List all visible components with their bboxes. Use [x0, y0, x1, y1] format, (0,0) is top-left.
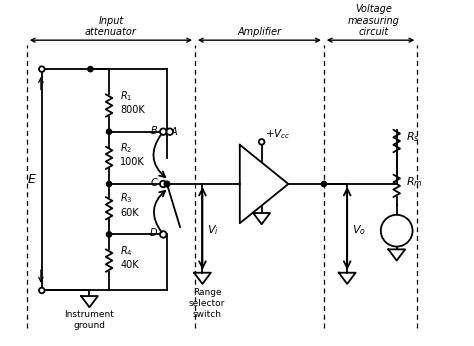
Text: B: B — [151, 126, 157, 136]
Text: $R_s$: $R_s$ — [406, 130, 419, 144]
Text: $V_i$: $V_i$ — [207, 223, 219, 237]
Text: $R_4$
40K: $R_4$ 40K — [120, 244, 139, 270]
Circle shape — [321, 181, 327, 186]
Text: $V_o$: $V_o$ — [352, 223, 366, 237]
Circle shape — [160, 181, 166, 187]
Text: $R_2$
100K: $R_2$ 100K — [120, 141, 145, 167]
Text: Amplifier: Amplifier — [237, 27, 282, 37]
Text: D: D — [150, 228, 158, 238]
Text: $R_m$: $R_m$ — [406, 175, 423, 189]
Circle shape — [88, 66, 93, 72]
Text: $+V_{cc}$: $+V_{cc}$ — [265, 127, 291, 141]
Circle shape — [166, 128, 173, 135]
Text: Instrument
ground: Instrument ground — [64, 310, 114, 330]
Text: Input
attenuator: Input attenuator — [85, 16, 137, 37]
Text: C: C — [151, 178, 157, 188]
Circle shape — [160, 231, 166, 238]
Circle shape — [39, 288, 45, 293]
Text: Voltage
measuring
circuit: Voltage measuring circuit — [347, 4, 399, 37]
Text: A: A — [171, 127, 177, 137]
Text: $R_1$
800K: $R_1$ 800K — [120, 89, 145, 115]
Circle shape — [164, 181, 170, 187]
Text: $R_3$
60K: $R_3$ 60K — [120, 191, 139, 218]
Circle shape — [107, 129, 112, 134]
Text: Range
selector
switch: Range selector switch — [189, 288, 225, 319]
Circle shape — [259, 139, 264, 145]
Circle shape — [381, 215, 412, 247]
Text: E: E — [27, 173, 36, 186]
Circle shape — [39, 66, 45, 72]
FancyArrowPatch shape — [154, 191, 165, 232]
Circle shape — [107, 232, 112, 237]
Circle shape — [107, 181, 112, 186]
FancyArrowPatch shape — [154, 134, 165, 177]
Circle shape — [160, 128, 166, 135]
